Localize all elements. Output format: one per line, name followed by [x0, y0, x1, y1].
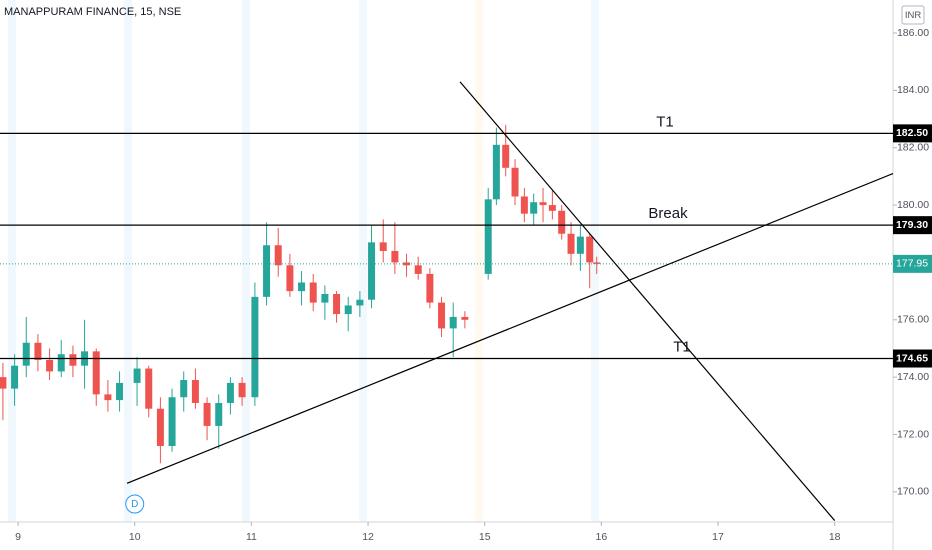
y-tick-label: 186.00: [897, 27, 929, 39]
y-tick-label: 176.00: [897, 314, 929, 326]
candle-body: [104, 394, 112, 401]
y-tick-label: 184.00: [897, 84, 929, 96]
candle-body: [379, 242, 387, 251]
candle-body: [180, 380, 188, 398]
candle-body: [333, 293, 341, 315]
last-price-badge: [893, 254, 932, 273]
candle-body: [298, 282, 306, 292]
session-band: [359, 0, 367, 522]
candle-body: [576, 236, 584, 254]
candle-body: [391, 250, 399, 263]
candle-body: [593, 262, 601, 264]
candle-body: [403, 262, 411, 266]
x-tick-label: 15: [479, 531, 491, 543]
level-badge: [893, 349, 932, 368]
y-tick-label: 182.00: [897, 141, 929, 153]
candle-body: [426, 273, 434, 303]
candle-body: [502, 144, 510, 168]
level-annotation: T1: [656, 113, 674, 130]
candle-body: [168, 397, 176, 446]
candle-body: [530, 202, 538, 214]
level-badge-label: 174.65: [896, 352, 928, 364]
candle-body: [34, 342, 42, 360]
candle-body: [511, 167, 519, 197]
candle-body: [274, 245, 282, 266]
session-band: [124, 0, 132, 522]
candle-body: [263, 245, 271, 297]
candle-body: [586, 236, 594, 263]
trendline: [459, 81, 836, 521]
candle-body: [558, 210, 566, 234]
level-annotation: Break: [648, 205, 688, 222]
y-tick-label: 180.00: [897, 199, 929, 211]
candle-body: [461, 316, 469, 320]
level-badge: [893, 124, 932, 143]
candle-body: [356, 299, 364, 306]
candle-body: [414, 265, 422, 274]
candle-body: [226, 382, 234, 403]
candle-body: [57, 354, 65, 372]
session-band: [8, 0, 16, 522]
candle-body: [548, 205, 556, 211]
trendline: [126, 172, 894, 484]
x-tick-label: 9: [15, 531, 21, 543]
candle-body: [321, 293, 329, 303]
candle-body: [492, 144, 500, 200]
level-badge: [893, 216, 932, 235]
candle-body: [145, 368, 153, 409]
candle-body: [344, 305, 352, 315]
candle-body: [238, 382, 246, 398]
candle-body: [484, 199, 492, 274]
x-tick-label: 17: [712, 531, 724, 543]
currency-box: [901, 5, 925, 25]
candle-body: [0, 377, 7, 389]
candle-body: [46, 359, 54, 372]
session-bands: [8, 0, 599, 522]
last-price-label: 177.95: [896, 258, 928, 270]
x-tick-label: 18: [829, 531, 841, 543]
candle-body: [567, 233, 575, 254]
x-tick-label: 10: [129, 531, 141, 543]
candle-body: [92, 351, 100, 395]
candle-body: [22, 342, 30, 366]
candle-body: [156, 408, 164, 446]
chart-title: MANAPPURAM FINANCE, 15, NSE: [4, 6, 181, 18]
candle-body: [11, 365, 19, 389]
level-annotation: T1: [673, 338, 691, 355]
candle-body: [449, 316, 457, 329]
session-band: [242, 0, 250, 522]
candle-body: [215, 402, 223, 426]
x-tick-label: 12: [362, 531, 374, 543]
currency: INR: [905, 10, 922, 21]
candle-body: [251, 296, 259, 398]
candle-body: [438, 302, 446, 329]
y-tick-label: 172.00: [897, 428, 929, 440]
candle-body: [286, 265, 294, 292]
candle-body: [520, 196, 528, 214]
candle-body: [539, 202, 547, 206]
candle-body: [203, 402, 211, 426]
candle-body: [368, 242, 376, 300]
x-tick-label: 16: [596, 531, 608, 543]
level-badge-label: 179.30: [896, 219, 928, 231]
x-tick-label: 11: [246, 531, 257, 543]
session-band: [591, 0, 599, 522]
event-marker: [125, 494, 145, 514]
y-tick-label: 170.00: [897, 486, 929, 498]
y-tick-label: 174.00: [897, 371, 929, 383]
event-label: D: [131, 499, 138, 510]
candle-body: [309, 282, 317, 303]
level-badge-label: 182.50: [896, 127, 928, 139]
candle-body: [191, 380, 199, 403]
candle-body: [69, 354, 77, 366]
candle-body: [116, 382, 124, 401]
session-band: [475, 0, 483, 522]
candle-body: [133, 368, 141, 383]
